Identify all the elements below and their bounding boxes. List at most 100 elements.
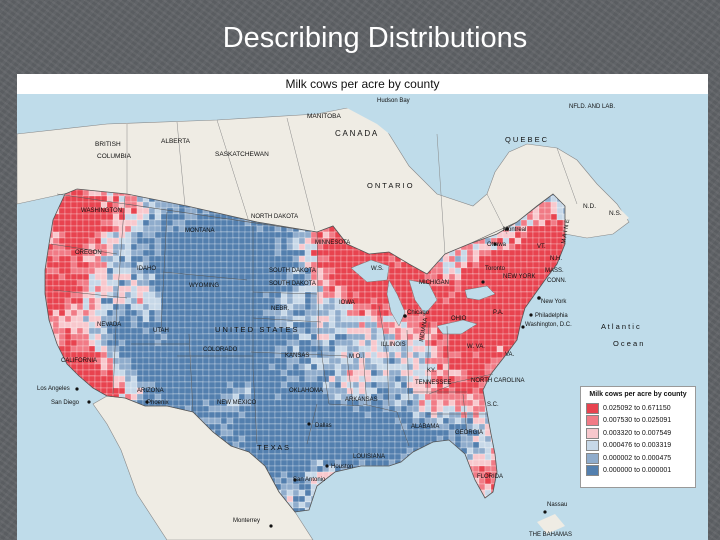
county-cell (328, 309, 336, 317)
county-cell (118, 369, 126, 377)
county-cell (454, 333, 462, 341)
county-cell (148, 231, 156, 239)
county-cell (304, 465, 312, 473)
county-cell (424, 399, 432, 407)
county-cell (442, 261, 450, 269)
county-cell (442, 429, 450, 437)
county-cell (232, 411, 240, 419)
county-cell (448, 345, 456, 353)
county-cell (52, 297, 60, 305)
county-cell (352, 429, 360, 437)
county-cell (280, 465, 288, 473)
county-cell (88, 261, 96, 269)
county-cell (106, 279, 114, 287)
county-cell (340, 345, 348, 353)
county-cell (160, 375, 168, 383)
county-cell (196, 387, 204, 395)
county-cell (292, 441, 300, 449)
county-cell (106, 273, 114, 281)
county-cell (298, 255, 306, 263)
county-cell (370, 333, 378, 341)
county-cell (460, 333, 468, 341)
county-cell (424, 339, 432, 347)
county-cell (376, 399, 384, 407)
county-cell (262, 339, 270, 347)
county-cell (208, 309, 216, 317)
county-cell (220, 375, 228, 383)
map-label-alabama: ALABAMA (411, 424, 439, 430)
county-cell (142, 333, 150, 341)
county-cell (58, 243, 66, 251)
county-cell (256, 405, 264, 413)
county-cell (256, 297, 264, 305)
county-cell (322, 309, 330, 317)
county-cell (316, 447, 324, 455)
county-cell (238, 255, 246, 263)
county-cell (460, 297, 468, 305)
legend-swatch (586, 402, 599, 414)
county-cell (484, 363, 492, 371)
county-cell (394, 375, 402, 383)
county-cell (136, 297, 144, 305)
county-cell (388, 429, 396, 437)
county-cell (346, 339, 354, 347)
county-cell (94, 333, 102, 341)
county-cell (280, 375, 288, 383)
county-cell (508, 237, 516, 245)
county-cell (82, 291, 90, 299)
county-cell (196, 267, 204, 275)
county-cell (172, 243, 180, 251)
county-cell (196, 381, 204, 389)
county-cell (340, 285, 348, 293)
county-cell (202, 303, 210, 311)
county-cell (388, 441, 396, 449)
county-cell (292, 243, 300, 251)
county-cell (148, 201, 156, 209)
county-cell (538, 213, 546, 221)
county-cell (376, 315, 384, 323)
county-cell (496, 315, 504, 323)
county-cell (334, 327, 342, 335)
county-cell (238, 429, 246, 437)
county-cell (70, 285, 78, 293)
county-cell (340, 333, 348, 341)
county-cell (316, 375, 324, 383)
county-cell (184, 315, 192, 323)
map-label-wyoming: WYOMING (189, 283, 219, 289)
county-cell (562, 207, 565, 215)
county-cell (154, 201, 162, 209)
county-cell (250, 279, 258, 287)
county-cell (220, 411, 228, 419)
county-cell (298, 435, 306, 443)
county-cell (58, 297, 66, 305)
county-cell (226, 411, 234, 419)
county-cell (280, 453, 288, 461)
county-cell (532, 279, 540, 287)
county-cell (484, 453, 492, 461)
county-cell (232, 231, 240, 239)
county-cell (148, 279, 156, 287)
county-cell (184, 339, 192, 347)
county-cell (370, 417, 378, 425)
county-cell (82, 267, 90, 275)
county-cell (58, 237, 66, 245)
county-cell (208, 303, 216, 311)
county-cell (226, 381, 234, 389)
county-cell (250, 231, 258, 239)
county-cell (148, 291, 156, 299)
county-cell (478, 333, 486, 341)
county-cell (394, 273, 402, 281)
county-cell (460, 381, 468, 389)
county-cell (76, 255, 84, 263)
county-cell (532, 213, 540, 221)
county-cell (196, 393, 204, 401)
county-cell (430, 327, 438, 335)
county-cell (238, 333, 246, 341)
county-cell (346, 333, 354, 341)
county-cell (274, 357, 282, 365)
county-cell (352, 423, 360, 431)
county-cell (172, 213, 180, 221)
county-cell (292, 393, 300, 401)
county-cell (94, 261, 102, 269)
county-cell (178, 273, 186, 281)
